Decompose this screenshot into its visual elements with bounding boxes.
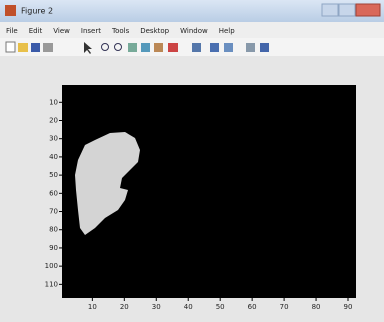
rotate-icon[interactable] <box>141 43 150 52</box>
show-tools-icon[interactable] <box>260 43 269 52</box>
figure-window: Figure 2 File Edit View Insert Tools Desktop W… <box>0 0 384 322</box>
y-tick-label: 40 <box>49 153 58 161</box>
x-tick-label: 30 <box>152 303 161 311</box>
x-tick-label: 50 <box>216 303 225 311</box>
menu-item[interactable]: Desktop <box>140 27 169 35</box>
page: Figure 2 File Edit View Insert Tools Desktop W… <box>0 0 384 322</box>
legend-icon[interactable] <box>224 43 233 52</box>
x-tick-label: 10 <box>88 303 97 311</box>
x-tick-label: 60 <box>248 303 257 311</box>
x-tick-label: 70 <box>280 303 289 311</box>
link-icon[interactable] <box>192 43 201 52</box>
minimize-button[interactable] <box>322 4 338 16</box>
y-tick-label: 20 <box>49 117 58 125</box>
y-tick-label: 50 <box>49 171 58 179</box>
menu-item[interactable]: Tools <box>111 27 130 35</box>
print-icon[interactable] <box>43 43 53 52</box>
menu-bar: File Edit View Insert Tools Desktop Window Help <box>6 27 235 35</box>
pan-icon[interactable] <box>128 43 137 52</box>
window-title: Figure 2 <box>21 7 53 16</box>
x-tick-label: 90 <box>344 303 353 311</box>
y-tick-label: 110 <box>45 280 58 288</box>
menu-item[interactable]: File <box>6 27 18 35</box>
save-icon[interactable] <box>31 43 40 52</box>
menu-item[interactable]: Insert <box>81 27 101 35</box>
y-tick-label: 10 <box>49 98 58 106</box>
maximize-button[interactable] <box>339 4 355 16</box>
y-tick-label: 80 <box>49 226 58 234</box>
y-tick-label: 100 <box>45 262 58 270</box>
hide-tools-icon[interactable] <box>246 43 255 52</box>
x-tick-label: 80 <box>312 303 321 311</box>
x-tick-label: 40 <box>184 303 193 311</box>
menu-item[interactable]: Window <box>180 27 208 35</box>
open-icon[interactable] <box>18 43 28 52</box>
y-tick-label: 60 <box>49 189 58 197</box>
y-tick-label: 30 <box>49 135 58 143</box>
close-button[interactable] <box>356 4 380 16</box>
y-tick-label: 70 <box>49 208 58 216</box>
datacursor-icon[interactable] <box>154 43 163 52</box>
y-tick-label: 90 <box>49 244 58 252</box>
app-icon <box>5 5 16 16</box>
new-icon[interactable] <box>6 42 15 52</box>
x-tick-label: 20 <box>120 303 129 311</box>
colorbar-icon[interactable] <box>210 43 219 52</box>
brush-icon[interactable] <box>168 43 178 52</box>
menu-item[interactable]: Help <box>219 27 236 35</box>
menu-item[interactable]: View <box>53 27 70 35</box>
menu-item[interactable]: Edit <box>29 27 43 35</box>
